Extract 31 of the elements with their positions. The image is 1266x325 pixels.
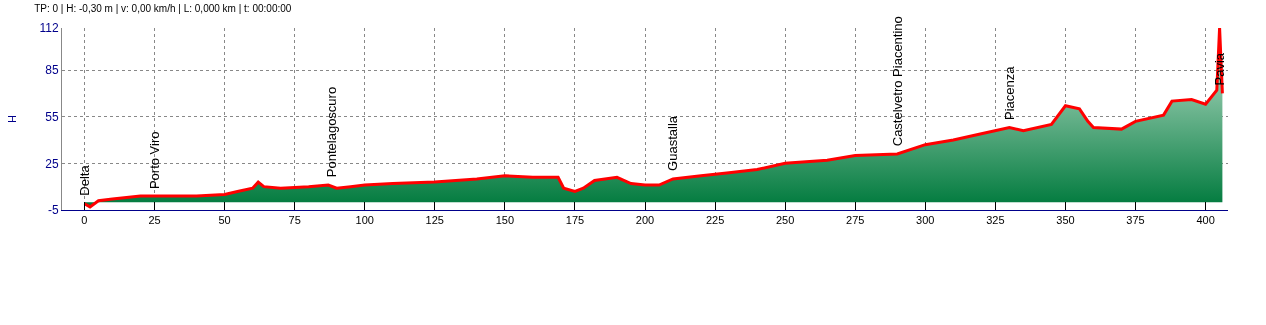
y-axis-title: H [6, 114, 19, 123]
annotation: Pontelagoscuro [323, 86, 339, 178]
x-tick-label: 25 [148, 214, 161, 227]
x-tick-label: 125 [425, 214, 444, 227]
annotation: Castelvetro Piacentino [890, 16, 906, 147]
y-tick-label: 55 [45, 109, 59, 124]
x-tick-label: 325 [986, 214, 1005, 227]
chart-title: TP: 0 | H: -0,30 m | v: 0,00 km/h | L: 0,000 km | t: 00:00:00 [34, 2, 292, 14]
x-tick-label: 375 [1126, 214, 1145, 227]
x-tick-label: 200 [635, 214, 655, 227]
x-tick-label: 250 [775, 214, 795, 227]
annotation: Pavia [1211, 52, 1227, 86]
y-tick-label: 85 [45, 63, 59, 78]
x-tick-label: 275 [846, 214, 865, 227]
annotation: Porto Viro [146, 131, 162, 190]
y-tick-label: -5 [47, 203, 59, 218]
annotation: Piacenza [1001, 65, 1017, 120]
x-tick-label: 75 [288, 214, 301, 227]
x-tick-label: 350 [1056, 214, 1075, 227]
x-tick-label: 150 [495, 214, 515, 227]
x-tick-label: 50 [218, 214, 231, 227]
x-tick-label: 400 [1196, 214, 1215, 227]
y-tick-label: 25 [45, 156, 59, 171]
x-tick-label: 175 [565, 214, 585, 227]
annotation: Guastalla [665, 115, 681, 171]
x-tick-label: 225 [705, 214, 725, 227]
x-tick-label: 100 [355, 214, 374, 227]
annotation: Delta [77, 164, 93, 196]
x-tick-label: 0 [81, 214, 88, 227]
y-tick-label: 112 [39, 21, 59, 36]
x-tick-label: 300 [916, 214, 935, 227]
